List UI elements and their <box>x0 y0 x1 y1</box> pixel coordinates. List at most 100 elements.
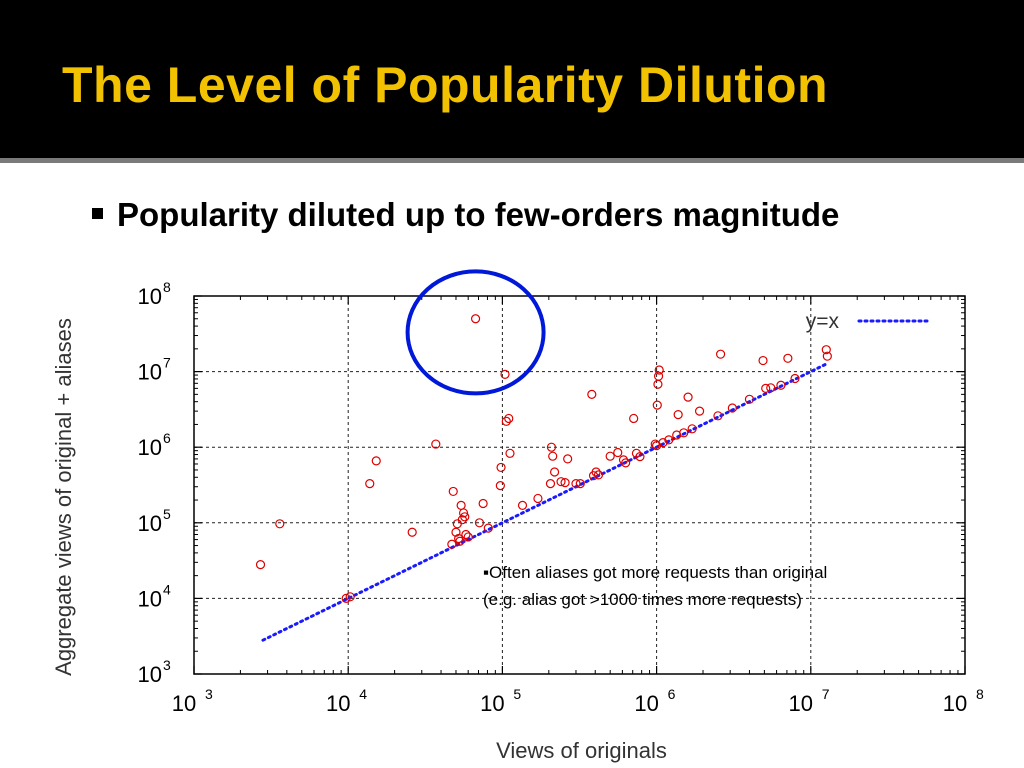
y-tick-label: 10 <box>138 284 162 309</box>
data-point <box>546 442 557 452</box>
reference-line-layer <box>261 362 828 642</box>
x-axis-title: Views of originals <box>496 738 667 763</box>
data-point <box>461 529 471 540</box>
data-point <box>451 527 461 537</box>
data-point <box>761 383 771 393</box>
data-point <box>613 447 623 458</box>
y-tick-exponent: 4 <box>163 581 171 597</box>
x-tick-label: 10 <box>480 691 504 716</box>
x-tick-label: 10 <box>943 691 967 716</box>
data-point <box>821 345 831 355</box>
data-point <box>448 486 458 497</box>
data-point <box>452 519 462 529</box>
data-point <box>653 371 664 381</box>
grid <box>194 296 965 674</box>
data-point <box>635 452 645 462</box>
data-point <box>500 369 510 379</box>
data-point <box>505 448 515 458</box>
y-tick-label: 10 <box>138 435 162 460</box>
y-tick-exponent: 5 <box>163 506 171 522</box>
reference-line-y-equals-x <box>261 362 828 642</box>
data-point <box>575 479 585 489</box>
x-tick-exponent: 7 <box>822 686 830 702</box>
data-point <box>556 477 566 487</box>
data-point <box>790 373 800 384</box>
data-point <box>673 409 683 420</box>
data-point <box>371 456 381 466</box>
data-point <box>776 380 786 390</box>
data-point <box>679 428 689 438</box>
annotation-line-2: (e.g. alias got >1000 times more request… <box>483 590 802 609</box>
legend-label: y=x <box>806 310 840 333</box>
data-point <box>618 455 629 465</box>
x-tick-label: 10 <box>172 691 196 716</box>
data-point <box>715 349 726 359</box>
data-point <box>653 379 663 389</box>
data-point <box>621 458 631 468</box>
slide-title: The Level of Popularity Dilution <box>62 57 829 113</box>
x-tick-exponent: 4 <box>359 686 367 702</box>
x-tick-label: 10 <box>326 691 350 716</box>
bullet-item: Popularity diluted up to few-orders magn… <box>92 196 839 234</box>
data-point <box>605 451 615 461</box>
x-tick-label: 10 <box>789 691 813 716</box>
data-points <box>255 314 832 604</box>
y-tick-exponent: 6 <box>163 430 171 446</box>
data-point <box>431 439 441 449</box>
y-tick-label: 10 <box>138 586 162 611</box>
y-axis-title: Aggregate views of original + aliases <box>51 318 76 676</box>
data-point <box>593 470 604 480</box>
data-point <box>822 351 832 361</box>
data-point <box>504 413 514 424</box>
data-point <box>713 411 723 421</box>
data-point <box>456 500 466 510</box>
plot-frame <box>193 295 966 675</box>
data-point <box>563 454 573 464</box>
data-point <box>455 536 465 546</box>
data-point <box>687 424 697 434</box>
data-point <box>783 353 793 363</box>
data-point <box>560 478 570 488</box>
data-point <box>463 532 473 542</box>
y-tick-exponent: 8 <box>163 279 171 295</box>
data-point <box>629 413 639 424</box>
x-tick-exponent: 8 <box>976 686 984 702</box>
y-tick-label: 10 <box>138 662 162 687</box>
data-point <box>517 500 528 510</box>
data-point <box>275 519 285 529</box>
data-point <box>255 559 266 570</box>
legend: y=x <box>806 310 933 333</box>
data-point <box>664 435 674 445</box>
annotation: ▪Often aliases got more requests than or… <box>483 563 827 609</box>
data-point <box>460 512 470 522</box>
data-point <box>758 355 768 366</box>
data-point <box>458 508 469 518</box>
y-tick-label: 10 <box>138 360 162 385</box>
data-point <box>587 389 597 399</box>
data-point <box>571 479 581 489</box>
x-tick-exponent: 6 <box>668 686 676 702</box>
tick-labels: 10 3 10 4 10 5 10 6 10 7 10 810 310 410 510 610 710 8 <box>138 279 984 716</box>
data-point <box>495 481 505 491</box>
title-divider <box>0 158 1024 163</box>
data-point <box>478 498 488 509</box>
x-tick-label: 10 <box>634 691 658 716</box>
data-point <box>407 527 417 537</box>
data-point <box>365 479 375 489</box>
x-tick-exponent: 5 <box>513 686 521 702</box>
data-point <box>483 523 493 533</box>
data-point <box>470 314 481 324</box>
data-point <box>548 451 558 461</box>
annotation-line-1: ▪Often aliases got more requests than or… <box>483 563 827 582</box>
axis-ticks <box>193 295 966 675</box>
data-point <box>341 593 351 604</box>
data-point <box>345 592 355 602</box>
x-tick-exponent: 3 <box>205 686 213 702</box>
data-point <box>501 416 511 426</box>
data-point <box>474 518 485 528</box>
title-band: The Level of Popularity Dilution <box>0 0 1024 158</box>
bullet-text: Popularity diluted up to few-orders magn… <box>117 196 840 233</box>
y-tick-exponent: 7 <box>163 355 171 371</box>
data-point <box>533 493 543 504</box>
